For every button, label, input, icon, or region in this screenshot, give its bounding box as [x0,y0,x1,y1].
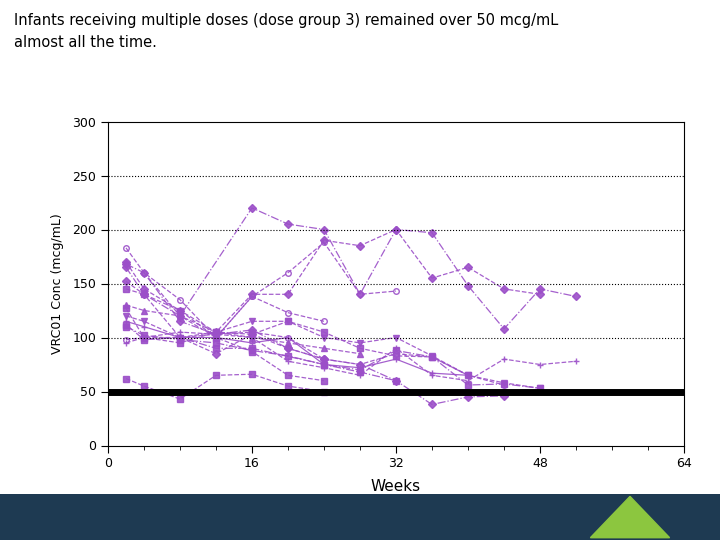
Text: almost all the time.: almost all the time. [14,35,157,50]
Y-axis label: VRC01 Conc (mcg/mL): VRC01 Conc (mcg/mL) [51,213,64,354]
X-axis label: Weeks: Weeks [371,478,421,494]
Polygon shape [590,496,670,538]
Text: Infants receiving multiple doses (dose group 3) remained over 50 mcg/mL: Infants receiving multiple doses (dose g… [14,14,559,29]
